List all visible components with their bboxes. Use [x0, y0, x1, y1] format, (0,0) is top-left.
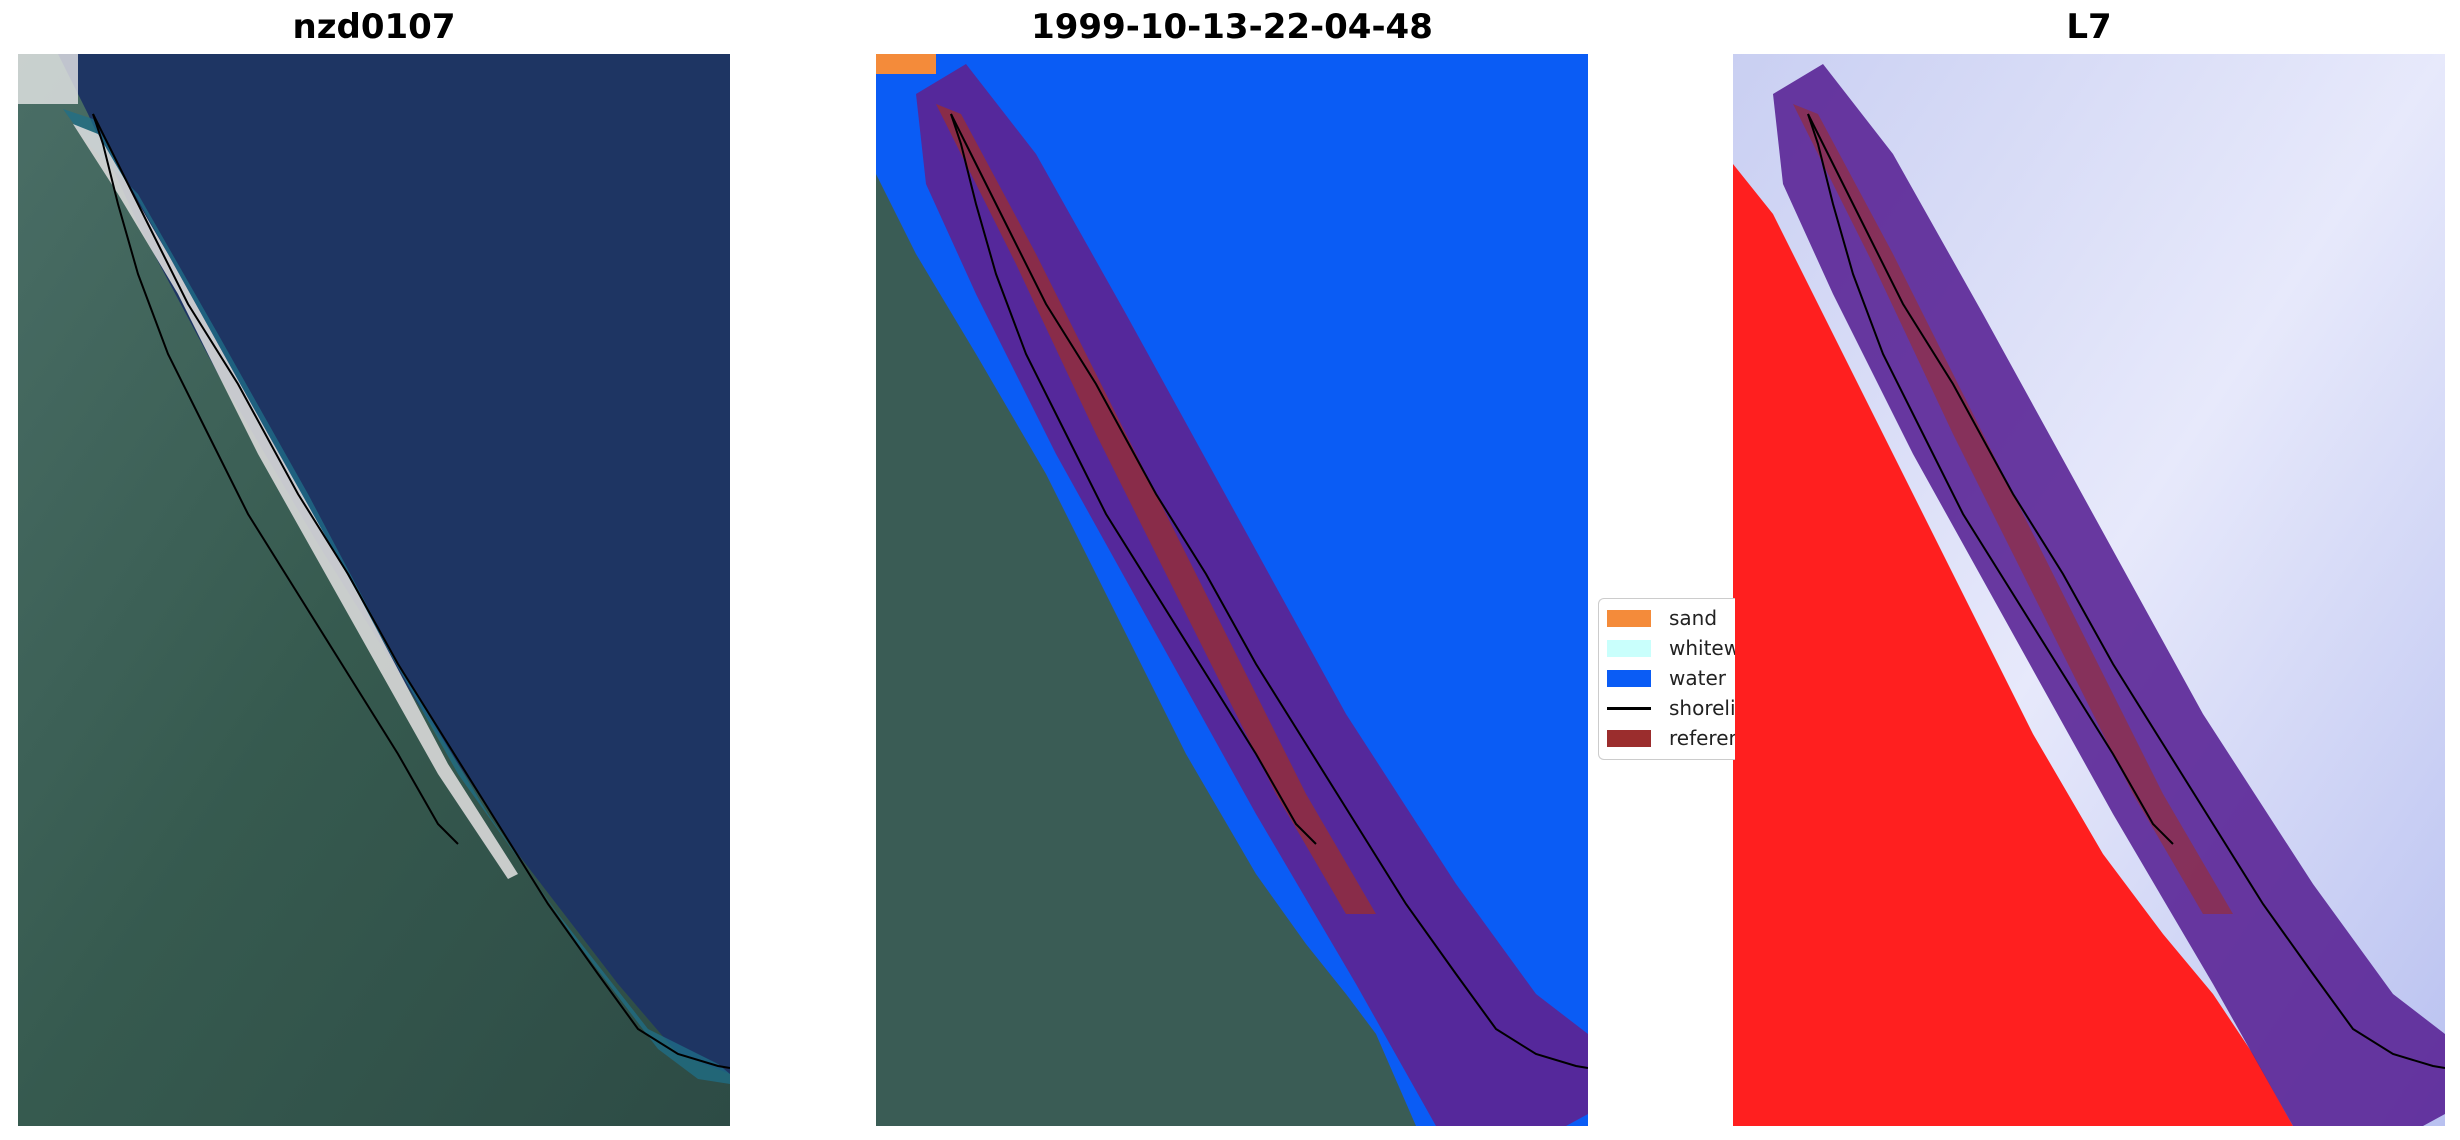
- classification-image: [876, 54, 1588, 1126]
- shoreline-outer: [92, 113, 730, 1069]
- reference-region: [1793, 104, 2233, 914]
- panel-title-index: L7: [2066, 7, 2112, 47]
- legend-swatch-reference: [1607, 730, 1651, 747]
- shoreline-outer: [1807, 113, 2445, 1069]
- reference-buffer: [916, 64, 1588, 1126]
- land-area: [876, 174, 1416, 1126]
- beach-area: [73, 124, 518, 879]
- sand-class-patch: [876, 54, 936, 74]
- rgb-image: [18, 54, 730, 1126]
- legend-swatch-water: [1607, 670, 1651, 687]
- rgb-image-panel: [18, 54, 730, 1126]
- classification-panel: [876, 54, 1588, 1126]
- shoreline-inner: [950, 113, 1317, 845]
- cloud-patch: [18, 54, 78, 104]
- index-panel: [1733, 54, 2445, 1126]
- legend-label-sand: sand: [1669, 606, 1718, 630]
- panel-title-classification: 1999-10-13-22-04-48: [1031, 7, 1433, 47]
- legend-label-reference: reference: [1669, 726, 1735, 750]
- legend-swatch-sand: [1607, 610, 1651, 627]
- shoreline-inner: [92, 113, 459, 845]
- reference-region: [936, 104, 1376, 914]
- reference-buffer: [1773, 64, 2445, 1126]
- index-image: [1733, 54, 2445, 1126]
- legend-line-shoreline: [1607, 707, 1651, 710]
- shoreline-outer: [950, 113, 1588, 1069]
- land-area: [18, 54, 730, 1126]
- panel-title-rgb: nzd0107: [292, 7, 456, 47]
- legend-label-shoreline: shoreline: [1669, 696, 1735, 720]
- legend-label-water: water: [1669, 666, 1726, 690]
- land-index-area: [1733, 164, 2293, 1126]
- shoreline-inner: [1807, 113, 2174, 845]
- legend-swatch-whitewater: [1607, 640, 1651, 657]
